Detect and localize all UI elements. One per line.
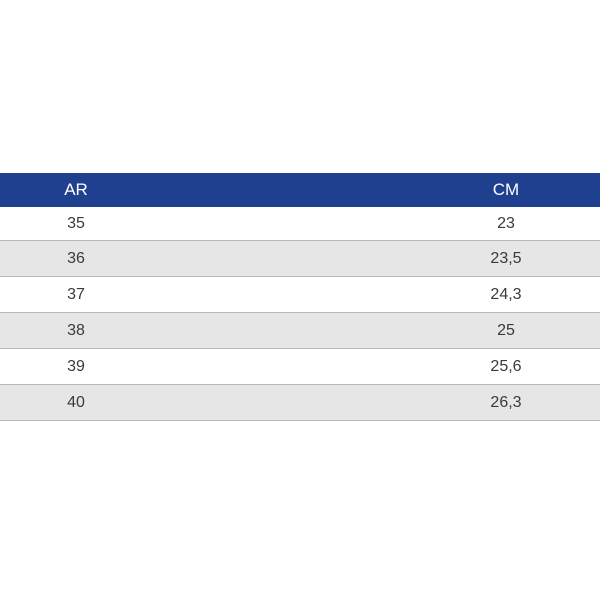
cell-ar: 39 — [67, 357, 85, 375]
table-row: 39 25,6 — [0, 349, 600, 385]
table-row: 40 26,3 — [0, 385, 600, 421]
cell-cm: 24,3 — [490, 285, 522, 303]
cell-ar: 38 — [67, 321, 85, 339]
cell-cm: 23,5 — [490, 249, 522, 267]
cell-ar: 37 — [67, 285, 85, 303]
header-ar: AR — [64, 180, 88, 199]
table-row: 38 25 — [0, 313, 600, 349]
size-conversion-table: AR CM 35 23 36 23,5 37 24,3 38 — [0, 173, 600, 421]
cell-cm: 26,3 — [490, 393, 522, 411]
cell-ar: 36 — [67, 249, 85, 267]
cell-ar: 40 — [67, 393, 85, 411]
header-cm: CM — [492, 180, 520, 199]
table-row: 35 23 — [0, 207, 600, 241]
cell-cm: 25,6 — [490, 357, 522, 375]
table-row: 37 24,3 — [0, 277, 600, 313]
cell-cm: 25 — [497, 321, 515, 339]
table-body: 35 23 36 23,5 37 24,3 38 25 39 — [0, 207, 600, 421]
cell-cm: 23 — [497, 214, 515, 232]
table-row: 36 23,5 — [0, 241, 600, 277]
table-header: AR CM — [0, 173, 600, 207]
cell-ar: 35 — [67, 214, 85, 232]
